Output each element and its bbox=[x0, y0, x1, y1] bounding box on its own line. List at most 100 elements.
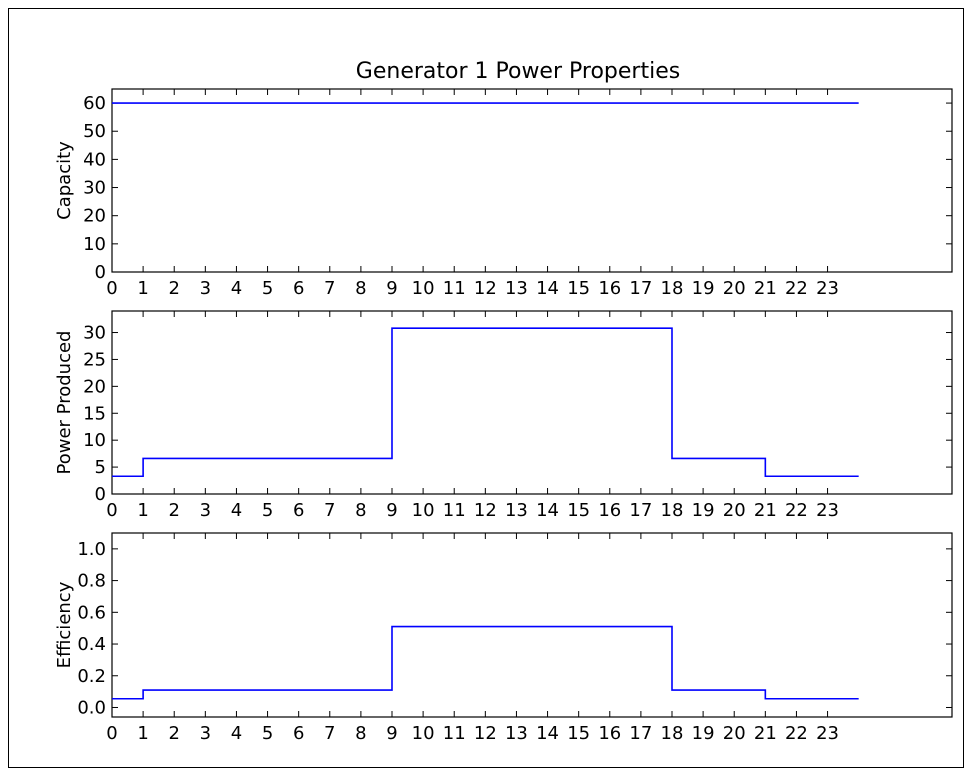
x-tick-label: 9 bbox=[386, 278, 397, 299]
axes-frame bbox=[111, 310, 953, 495]
x-tick-label: 5 bbox=[262, 723, 273, 744]
x-tick-label: 9 bbox=[386, 723, 397, 744]
x-tick-label: 17 bbox=[629, 723, 652, 744]
x-tick-label: 11 bbox=[443, 500, 466, 521]
y-tick-label: 0 bbox=[95, 484, 106, 505]
x-tick-label: 4 bbox=[231, 500, 242, 521]
x-tick-label: 15 bbox=[567, 723, 590, 744]
y-tick-label: 50 bbox=[83, 121, 106, 142]
x-tick-label: 3 bbox=[200, 278, 211, 299]
axes-frame bbox=[111, 532, 953, 718]
x-tick-label: 13 bbox=[505, 723, 528, 744]
x-tick-label: 12 bbox=[474, 500, 497, 521]
x-tick-label: 15 bbox=[567, 500, 590, 521]
x-tick-label: 18 bbox=[661, 500, 684, 521]
x-tick-label: 17 bbox=[629, 278, 652, 299]
x-tick-label: 9 bbox=[386, 500, 397, 521]
y-tick-label: 0.4 bbox=[77, 634, 106, 655]
x-tick-label: 3 bbox=[200, 723, 211, 744]
x-tick-label: 14 bbox=[536, 500, 559, 521]
x-tick-label: 23 bbox=[816, 500, 839, 521]
x-tick-label: 21 bbox=[754, 723, 777, 744]
x-tick-label: 6 bbox=[293, 500, 304, 521]
y-tick-label: 30 bbox=[83, 178, 106, 199]
series-line bbox=[112, 625, 859, 700]
x-tick-label: 20 bbox=[723, 723, 746, 744]
y-tick-label: 10 bbox=[83, 430, 106, 451]
y-tick-label: 0.6 bbox=[77, 602, 106, 623]
y-tick-label: 10 bbox=[83, 234, 106, 255]
x-tick-label: 16 bbox=[598, 278, 621, 299]
x-tick-label: 12 bbox=[474, 278, 497, 299]
x-tick-label: 23 bbox=[816, 723, 839, 744]
x-tick-label: 10 bbox=[412, 500, 435, 521]
x-tick-label: 13 bbox=[505, 500, 528, 521]
x-tick-label: 4 bbox=[231, 278, 242, 299]
y-tick-label: 40 bbox=[83, 149, 106, 170]
x-tick-label: 21 bbox=[754, 278, 777, 299]
y-tick-label: 60 bbox=[83, 93, 106, 114]
x-tick-label: 11 bbox=[443, 723, 466, 744]
x-tick-label: 19 bbox=[692, 278, 715, 299]
x-tick-label: 14 bbox=[536, 278, 559, 299]
x-tick-label: 0 bbox=[106, 723, 117, 744]
subplot-1: 0 1 2 3 4 5 6 7 8 9 10 11 12 13 14 15 16 17 18 19 20 21 22 2301… bbox=[54, 88, 953, 299]
y-axis-label: Efficiency bbox=[54, 581, 75, 668]
x-tick-label: 18 bbox=[661, 723, 684, 744]
x-tick-label: 22 bbox=[785, 500, 808, 521]
x-tick-label: 4 bbox=[231, 723, 242, 744]
x-tick-label: 7 bbox=[324, 278, 335, 299]
y-tick-label: 20 bbox=[83, 206, 106, 227]
y-axis-label: Capacity bbox=[54, 141, 75, 220]
x-tick-label: 19 bbox=[692, 723, 715, 744]
x-tick-label: 16 bbox=[598, 500, 621, 521]
x-tick-label: 18 bbox=[661, 278, 684, 299]
x-tick-label: 14 bbox=[536, 723, 559, 744]
x-tick-label: 3 bbox=[200, 500, 211, 521]
y-tick-label: 15 bbox=[83, 403, 106, 424]
y-tick-label: 0.8 bbox=[77, 571, 106, 592]
x-tick-label: 5 bbox=[262, 278, 273, 299]
y-tick-label: 30 bbox=[83, 323, 106, 344]
x-tick-label: 21 bbox=[754, 500, 777, 521]
x-tick-label: 6 bbox=[293, 278, 304, 299]
y-tick-label: 20 bbox=[83, 376, 106, 397]
x-tick-label: 20 bbox=[723, 278, 746, 299]
x-tick-label: 15 bbox=[567, 278, 590, 299]
x-tick-label: 22 bbox=[785, 723, 808, 744]
x-tick-label: 23 bbox=[816, 278, 839, 299]
x-tick-label: 1 bbox=[137, 723, 148, 744]
axes-frame bbox=[111, 88, 953, 273]
x-tick-label: 16 bbox=[598, 723, 621, 744]
x-tick-label: 20 bbox=[723, 500, 746, 521]
x-tick-label: 1 bbox=[137, 278, 148, 299]
x-tick-label: 19 bbox=[692, 500, 715, 521]
x-tick-label: 2 bbox=[168, 278, 179, 299]
x-tick-label: 12 bbox=[474, 723, 497, 744]
figure-frame bbox=[8, 8, 964, 768]
x-tick-label: 8 bbox=[355, 723, 366, 744]
x-tick-label: 7 bbox=[324, 723, 335, 744]
subplot-2: 0 1 2 3 4 5 6 7 8 9 10 11 12 13 14 15 16 17 18 19 20 21 22 2305… bbox=[54, 310, 953, 521]
x-tick-label: 8 bbox=[355, 278, 366, 299]
x-tick-label: 17 bbox=[629, 500, 652, 521]
x-tick-label: 10 bbox=[412, 278, 435, 299]
y-tick-label: 0 bbox=[95, 262, 106, 283]
y-tick-label: 0.2 bbox=[77, 666, 106, 687]
x-tick-label: 2 bbox=[168, 500, 179, 521]
x-tick-label: 7 bbox=[324, 500, 335, 521]
y-tick-label: 1.0 bbox=[77, 539, 106, 560]
x-tick-label: 10 bbox=[412, 723, 435, 744]
x-tick-label: 0 bbox=[106, 278, 117, 299]
x-tick-label: 8 bbox=[355, 500, 366, 521]
x-tick-label: 13 bbox=[505, 278, 528, 299]
y-tick-label: 0.0 bbox=[77, 697, 106, 718]
x-tick-label: 22 bbox=[785, 278, 808, 299]
x-tick-label: 0 bbox=[106, 500, 117, 521]
series-line bbox=[112, 327, 859, 478]
y-tick-label: 5 bbox=[95, 457, 106, 478]
x-tick-label: 5 bbox=[262, 500, 273, 521]
y-axis-label: Power Produced bbox=[54, 331, 75, 475]
x-tick-label: 11 bbox=[443, 278, 466, 299]
